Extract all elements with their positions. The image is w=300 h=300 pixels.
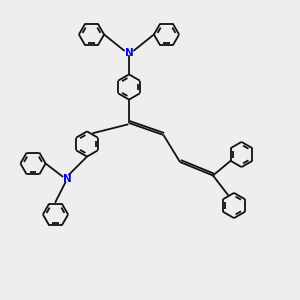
Text: N: N: [124, 47, 134, 58]
Text: N: N: [63, 173, 72, 184]
